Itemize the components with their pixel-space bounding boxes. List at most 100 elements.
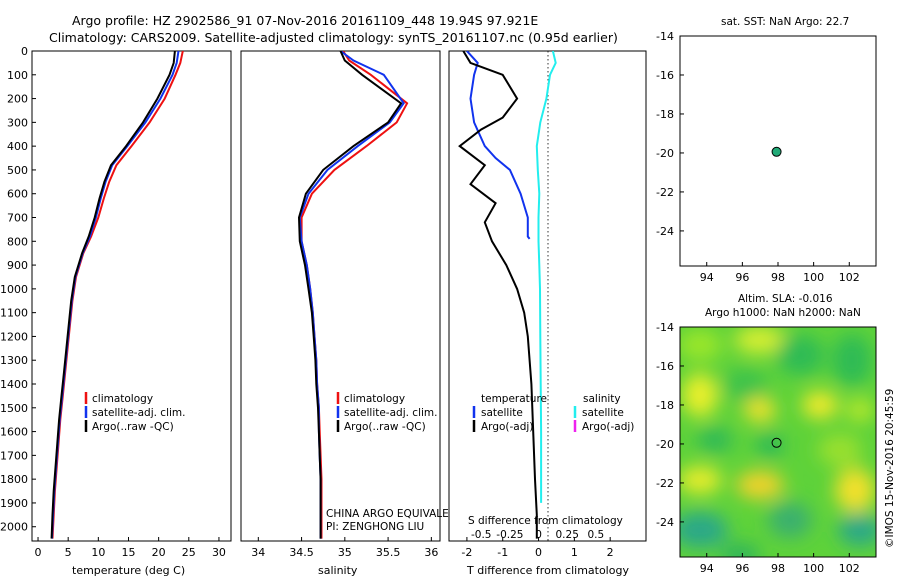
legend-header-temperature: temperature <box>481 393 547 405</box>
s-tick-label: 0.5 <box>588 529 605 541</box>
sst-map-title: sat. SST: NaN Argo: 22.7 <box>721 16 849 28</box>
series-line-argo-raw-qc- <box>297 51 403 539</box>
map-x-tick-label: 100 <box>803 562 824 575</box>
s-tick-label: -0.25 <box>496 529 523 541</box>
x-tick-label: 35 <box>338 546 352 559</box>
legend-label-satellite: satellite-adj. clim. <box>92 407 185 419</box>
sla-map-tick-labels: 94 96 98 100 102 -14 -16 -18 -20 -22 -24 <box>656 321 860 575</box>
legend-label-s-satellite: satellite <box>582 407 624 419</box>
difference-legend: temperature salinity satellite Argo(-adj… <box>472 393 634 433</box>
float-position-marker[interactable] <box>771 146 782 157</box>
temperature-legend: climatology satellite-adj. clim. Argo(..… <box>84 392 185 433</box>
y-tick-label: 100 <box>7 69 28 82</box>
t-difference-tick-labels: -2 -1 0 1 2 <box>461 537 614 559</box>
sla-map-title-line1: Altim. SLA: -0.016 <box>738 293 833 305</box>
temperature-tick-labels: 0 5 10 15 20 25 30 <box>35 537 226 559</box>
legend-label-argo: Argo(..raw -QC) <box>92 421 174 433</box>
legend-label-t-argo: Argo(-adj) <box>481 421 533 433</box>
y-tick-label: 200 <box>7 93 28 106</box>
legend-label-argo: Argo(..raw -QC) <box>344 421 426 433</box>
sla-map-panel: Altim. SLA: -0.016 Argo h1000: NaN h2000… <box>656 293 877 575</box>
figure-title-line1: Argo profile: HZ 2902586_91 07-Nov-2016 … <box>72 13 538 28</box>
x-tick-label: -2 <box>461 546 472 559</box>
salinity-series-lines <box>297 51 409 539</box>
y-tick-label: 2000 <box>0 521 28 534</box>
s-difference-xlabel: S difference from climatology <box>468 515 623 527</box>
y-tick-label: 1000 <box>0 283 28 296</box>
map-y-tick-label: -20 <box>656 147 674 160</box>
salinity-xlabel: salinity <box>318 564 358 577</box>
y-tick-label: 900 <box>7 259 28 272</box>
x-tick-label: -1 <box>497 546 508 559</box>
figure-title-line2: Climatology: CARS2009. Satellite-adjuste… <box>49 30 618 45</box>
map-x-tick-label: 102 <box>839 562 860 575</box>
y-tick-label: 700 <box>7 212 28 225</box>
map-x-tick-label: 98 <box>771 562 785 575</box>
y-tick-label: 1300 <box>0 354 28 367</box>
temperature-axes-frame <box>31 50 232 542</box>
y-tick-label: 300 <box>7 116 28 129</box>
map-y-tick-label: -18 <box>656 108 674 121</box>
y-tick-label: 600 <box>7 188 28 201</box>
temperature-panel: 0 100 200 300 400 500 600 700 800 900 1000 1100 1200… <box>0 45 232 577</box>
x-tick-label: 35.5 <box>376 546 401 559</box>
x-tick-label: 0 <box>535 546 542 559</box>
sst-map-panel: sat. SST: NaN Argo: 22.7 94 96 98 100 102 -14… <box>656 16 877 284</box>
temperature-xlabel: temperature (deg C) <box>72 564 185 577</box>
series-line-temperature-argo-adj- <box>458 51 538 539</box>
map-x-tick-label: 100 <box>803 271 824 284</box>
y-tick-label: 1500 <box>0 402 28 415</box>
x-tick-label: 0 <box>35 546 42 559</box>
map-y-tick-label: -24 <box>656 516 674 529</box>
salinity-legend: climatology satellite-adj. clim. Argo(..… <box>336 392 437 433</box>
sla-map-title-line2: Argo h1000: NaN h2000: NaN <box>705 307 861 319</box>
map-x-tick-label: 96 <box>735 271 749 284</box>
x-tick-label: 15 <box>121 546 135 559</box>
legend-label-t-satellite: satellite <box>481 407 523 419</box>
salinity-tick-labels: 34 34.5 35 35.5 36 <box>251 537 438 559</box>
map-x-tick-label: 94 <box>700 271 714 284</box>
legend-label-climatology: climatology <box>92 393 153 405</box>
x-tick-label: 34.5 <box>289 546 314 559</box>
x-tick-label: 20 <box>152 546 166 559</box>
float-position-ring[interactable] <box>771 437 782 448</box>
y-tick-label: 1700 <box>0 449 28 462</box>
legend-header-salinity: salinity <box>583 393 621 405</box>
float-pi-annotation: PI: ZENGHONG LIU <box>326 521 424 533</box>
legend-label-climatology: climatology <box>344 393 405 405</box>
map-y-tick-label: -24 <box>656 225 674 238</box>
map-y-tick-label: -16 <box>656 69 674 82</box>
x-tick-label: 10 <box>91 546 105 559</box>
x-tick-label: 5 <box>65 546 72 559</box>
difference-axes-frame <box>448 50 647 542</box>
x-tick-label: 36 <box>424 546 438 559</box>
map-x-tick-label: 102 <box>839 271 860 284</box>
y-tick-label: 1400 <box>0 378 28 391</box>
salinity-panel: 34 34.5 35 35.5 36 salinity climatology sate… <box>240 50 464 577</box>
float-program-annotation: CHINA ARGO EQUIVALENT <box>326 508 464 520</box>
map-y-tick-label: -18 <box>656 399 674 412</box>
y-tick-label: 500 <box>7 164 28 177</box>
imos-timestamp: ©IMOS 15-Nov-2016 20:45:59 <box>884 389 896 548</box>
s-tick-label: 0 <box>535 529 542 541</box>
y-tick-label: 1200 <box>0 330 28 343</box>
map-x-tick-label: 96 <box>735 562 749 575</box>
y-tick-label: 800 <box>7 235 28 248</box>
depth-tick-labels: 0 100 200 300 400 500 600 700 800 900 1000 1100 1200… <box>0 45 36 534</box>
x-tick-label: 25 <box>182 546 196 559</box>
s-tick-label: 0.25 <box>556 529 579 541</box>
y-tick-label: 1100 <box>0 307 28 320</box>
x-tick-label: 1 <box>571 546 578 559</box>
s-difference-tick-labels: -0.5 -0.25 0 0.25 0.5 <box>471 529 604 541</box>
y-tick-label: 1800 <box>0 473 28 486</box>
y-tick-label: 1600 <box>0 426 28 439</box>
s-tick-label: -0.5 <box>471 529 492 541</box>
x-tick-label: 30 <box>212 546 226 559</box>
map-x-tick-label: 94 <box>700 562 714 575</box>
temperature-series-lines <box>50 51 184 539</box>
map-y-tick-label: -22 <box>656 477 674 490</box>
y-tick-label: 400 <box>7 140 28 153</box>
t-difference-xlabel: T difference from climatology <box>466 564 629 577</box>
series-line-salinity-satellite <box>535 51 557 503</box>
sst-map-tick-labels: 94 96 98 100 102 -14 -16 -18 -20 -22 -24 <box>656 30 860 284</box>
